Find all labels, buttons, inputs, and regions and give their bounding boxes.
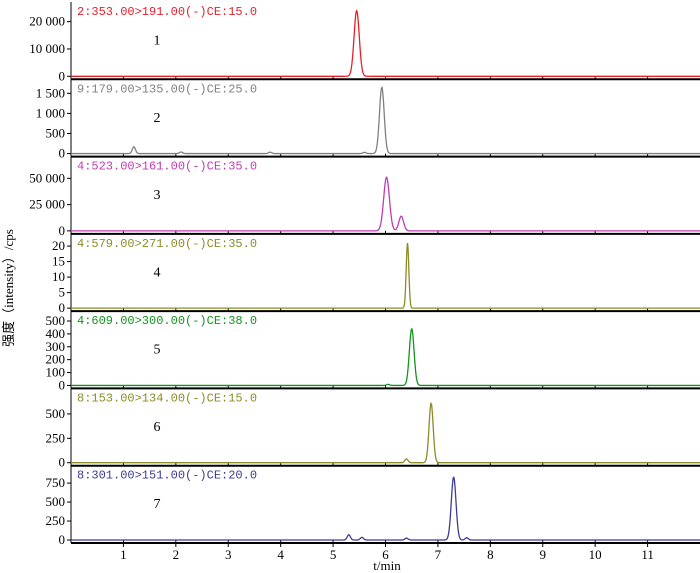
panel-number-7: 7 (154, 497, 161, 512)
y-tick-label: 0 (59, 146, 66, 161)
x-tick-label: 2 (173, 547, 180, 562)
x-tick-label: 7 (435, 547, 442, 562)
x-tick-label: 8 (487, 547, 494, 562)
x-tick-label: 10 (589, 547, 602, 562)
y-tick-label: 500 (46, 313, 66, 328)
y-tick-label: 0 (59, 455, 66, 470)
y-tick-label: 0 (59, 377, 66, 392)
y-tick-label: 15 (52, 254, 65, 269)
panel-2: 0 500 1 000 1 500 9:179.00>135.00(-)CE:25.0 2 (36, 79, 700, 161)
chromatogram-trace-6 (71, 402, 700, 464)
y-tick-label: 500 (46, 406, 66, 421)
panel-number-2: 2 (154, 111, 161, 126)
x-axis-title: t/min (373, 558, 401, 573)
y-tick-label: 5 (59, 285, 66, 300)
panel-1: 0 10 000 20 000 2:353.00>191.00(-)CE:15.0 1 (29, 2, 700, 83)
transition-label-3: 4:523.00>161.00(-)CE:35.0 (77, 160, 257, 174)
y-tick-label: 10 000 (29, 41, 65, 56)
x-tick-label: 11 (641, 547, 654, 562)
x-tick-label: 9 (540, 547, 547, 562)
panel-number-5: 5 (154, 343, 161, 358)
transition-label-5: 4:609.00>300.00(-)CE:38.0 (77, 314, 257, 328)
y-tick-label: 50 000 (29, 170, 65, 185)
panel-number-4: 4 (154, 265, 161, 280)
y-tick-label: 750 (46, 475, 66, 490)
y-tick-label: 500 (46, 125, 66, 140)
x-axis: 1 2 3 4 5 6 7 8 9 10 11 (120, 543, 654, 562)
x-tick-label: 3 (225, 547, 232, 562)
y-tick-label: 20 (52, 238, 65, 253)
chromatogram-trace-5 (71, 328, 700, 387)
y-tick-label: 1 500 (36, 85, 65, 100)
y-tick-label: 20 000 (29, 14, 65, 29)
transition-label-7: 8:301.00>151.00(-)CE:20.0 (77, 469, 257, 483)
y-tick-label: 500 (46, 494, 66, 509)
y-tick-label: 200 (46, 352, 66, 367)
panel-number-1: 1 (154, 34, 161, 49)
y-tick-label: 250 (46, 513, 66, 528)
panel-number-3: 3 (154, 188, 161, 203)
x-tick-label: 4 (277, 547, 284, 562)
y-tick-label: 0 (59, 68, 66, 83)
transition-label-6: 8:153.00>134.00(-)CE:15.0 (77, 391, 257, 405)
chromatogram-trace-2 (71, 86, 700, 155)
panel-3: 0 25 000 50 000 4:523.00>161.00(-)CE:35.0 3 (29, 156, 700, 238)
y-tick-label: 1 000 (36, 105, 65, 120)
chromatogram-trace-1 (71, 9, 700, 77)
transition-label-4: 4:579.00>271.00(-)CE:35.0 (77, 237, 257, 251)
y-tick-label: 0 (59, 223, 66, 238)
panel-number-6: 6 (154, 420, 161, 435)
chromatogram-trace-4 (71, 242, 700, 309)
transition-label-1: 2:353.00>191.00(-)CE:15.0 (77, 5, 257, 19)
panel-7: 0 250 500 750 8:301.00>151.00(-)CE:20.0 7 (46, 465, 700, 547)
chromatogram-trace-7 (71, 476, 700, 541)
y-tick-label: 25 000 (29, 197, 65, 212)
y-tick-label: 250 (46, 430, 66, 445)
y-tick-label: 0 (59, 300, 66, 315)
y-tick-label: 100 (46, 365, 66, 380)
y-tick-label: 10 (52, 269, 65, 284)
y-tick-label: 400 (46, 326, 66, 341)
x-tick-label: 5 (330, 547, 337, 562)
y-tick-label: 0 (59, 532, 66, 547)
chromatogram-trace-3 (71, 176, 700, 232)
panel-6: 0 250 500 8:153.00>134.00(-)CE:15.0 6 (46, 388, 700, 470)
x-tick-label: 1 (120, 547, 127, 562)
y-axis-title: 强度（intensity）/cps (1, 229, 16, 347)
transition-label-2: 9:179.00>135.00(-)CE:25.0 (77, 82, 257, 96)
y-tick-label: 300 (46, 339, 66, 354)
x-tick-label: 6 (382, 547, 389, 562)
